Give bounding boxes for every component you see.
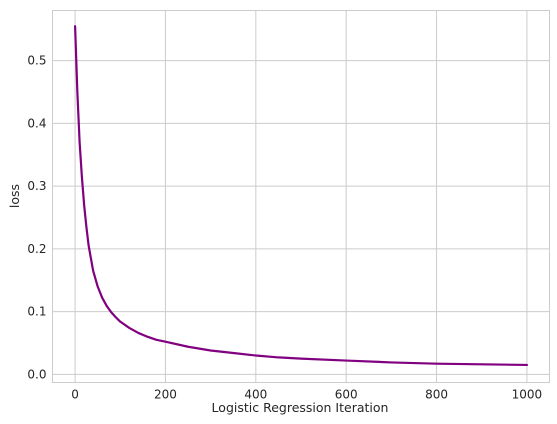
y-axis-label: loss (7, 184, 22, 208)
y-tick-label: 0.1 (27, 305, 46, 319)
x-tick-label: 0 (71, 388, 79, 402)
y-tick-label: 0.4 (27, 116, 46, 130)
y-tick-label: 0.5 (27, 54, 46, 68)
x-tick-label: 800 (425, 388, 448, 402)
x-axis-label: Logistic Regression Iteration (212, 400, 389, 415)
y-tick-label: 0.3 (27, 179, 46, 193)
y-tick-label: 0.2 (27, 242, 46, 256)
x-tick-label: 200 (154, 388, 177, 402)
y-tick-label: 0.0 (27, 367, 46, 381)
x-tick-label: 1000 (512, 388, 543, 402)
